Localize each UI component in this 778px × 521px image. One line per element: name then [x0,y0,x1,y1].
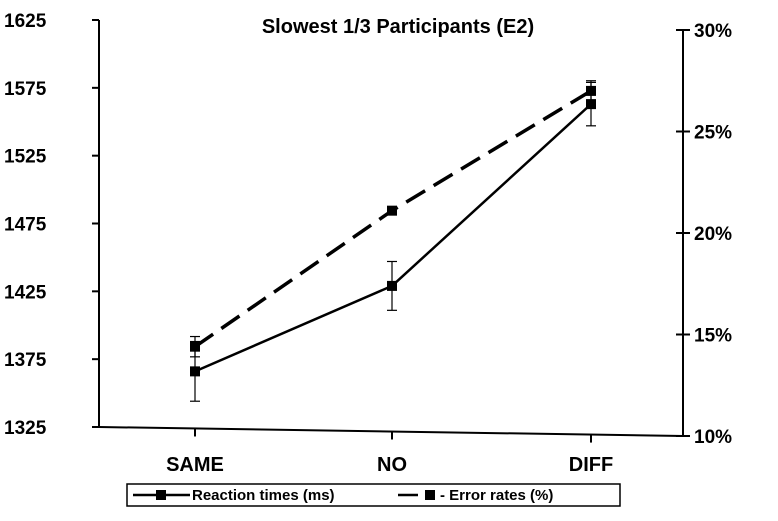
right-tick-label: 10% [694,427,732,448]
category-label: NO [377,454,407,476]
left-tick-label: 1425 [4,282,47,303]
right-tick-label: 30% [694,21,732,42]
data-point-marker [190,341,200,352]
legend-label-error: - Error rates (%) [440,487,553,504]
right-tick-label: 15% [694,326,732,347]
legend-label-reaction: Reaction times (ms) [192,487,335,504]
left-tick-label: 1525 [4,147,47,168]
category-label: DIFF [569,454,613,476]
data-point-marker [586,85,596,96]
left-tick-label: 1375 [4,350,47,371]
right-tick-label: 20% [694,224,732,245]
left-tick-label: 1475 [4,215,47,236]
x-axis-line [98,426,684,437]
series-line-0 [194,103,592,373]
data-point-marker [387,280,397,291]
left-tick-label: 1575 [4,79,47,100]
left-tick-label: 1325 [4,418,47,439]
series-layer [190,80,596,402]
category-ticks: SAME NO DIFF [166,428,613,476]
data-point-marker [387,205,397,216]
legend-marker-error [425,490,435,500]
data-point-marker [586,99,596,110]
legend: Reaction times (ms) - Error rates (%) [126,483,621,507]
legend-box [126,483,621,507]
left-ticks: 1325 1375 1425 1475 1525 1575 1625 [4,11,99,439]
data-point-marker [190,366,200,377]
left-tick-label: 1625 [4,11,47,32]
legend-marker-reaction [156,490,166,500]
series-line-1 [194,89,592,349]
right-ticks: 10% 15% 20% 25% 30% [676,21,732,448]
chart-title: Slowest 1/3 Participants (E2) [262,16,534,38]
right-tick-label: 25% [694,123,732,144]
category-label: SAME [166,454,224,476]
